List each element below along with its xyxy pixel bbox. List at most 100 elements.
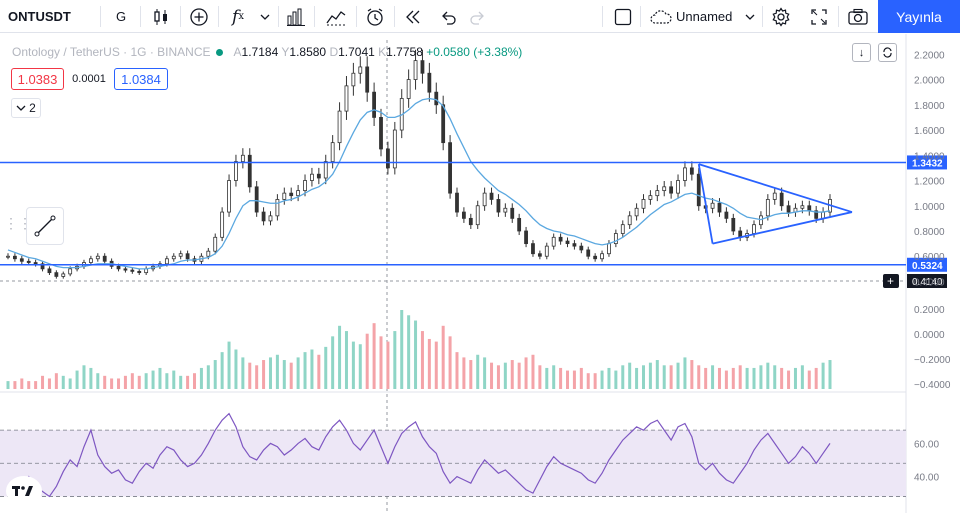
level-label-box xyxy=(907,155,947,170)
volume-bar xyxy=(773,365,777,389)
volume-bar xyxy=(531,354,535,389)
candle-body xyxy=(627,215,632,226)
candle-body xyxy=(406,79,411,99)
layout-name[interactable]: Unnamed xyxy=(676,9,733,24)
sell-button[interactable]: 1.0383 xyxy=(11,68,64,90)
indicators-count: 2 xyxy=(29,101,36,115)
volume-pane xyxy=(6,310,832,389)
volume-bar xyxy=(711,365,715,389)
legend-symbol-name[interactable]: Ontology / TetherUS · 1G · BINANCE xyxy=(12,45,211,59)
volume-bar xyxy=(344,331,348,389)
candle-body xyxy=(434,91,439,106)
volume-bar xyxy=(745,367,749,389)
toolbar-divider xyxy=(602,6,603,27)
candle-body xyxy=(510,207,515,219)
volume-bar xyxy=(648,362,652,389)
volume-bar xyxy=(6,381,10,389)
alert-icon[interactable] xyxy=(362,0,388,33)
volume-bar xyxy=(545,367,549,389)
legend-open-label: A xyxy=(233,45,242,59)
trend-line-tool[interactable] xyxy=(26,207,64,245)
candle-body xyxy=(544,245,549,257)
interval-button[interactable]: G xyxy=(115,9,127,24)
volume-bar xyxy=(655,360,659,389)
templates-icon[interactable] xyxy=(322,0,350,33)
candle-body xyxy=(213,236,218,252)
volume-bar xyxy=(414,320,418,389)
volume-bar xyxy=(814,367,818,389)
fullscreen-icon[interactable] xyxy=(806,0,832,33)
price-chart[interactable]: 1.3432 0.5324 0.4140 + 2.2000 2.0000 1.8000 1.… xyxy=(0,34,960,513)
rsi-pane xyxy=(0,412,906,498)
level-label: 0.5324 xyxy=(912,261,943,272)
volume-bar xyxy=(752,367,756,389)
candle-body xyxy=(185,253,190,260)
volume-bar xyxy=(96,373,100,389)
candle-body xyxy=(102,255,107,262)
candle-body xyxy=(586,249,591,257)
volume-bar xyxy=(303,352,307,389)
add-indicator-icon[interactable] xyxy=(186,0,212,33)
chevron-down-icon[interactable] xyxy=(742,0,758,33)
indicators-toggle[interactable]: 2 xyxy=(11,98,41,118)
candle-body xyxy=(40,263,45,270)
replay-icon[interactable] xyxy=(400,0,426,33)
volume-bar xyxy=(255,365,259,389)
volume-tick-label: −0.4000 xyxy=(914,380,951,391)
volume-bar xyxy=(434,341,438,389)
rsi-line xyxy=(7,412,831,498)
candle-body xyxy=(724,211,729,219)
settings-icon[interactable] xyxy=(768,0,794,33)
volume-bar xyxy=(137,375,141,389)
price-candles xyxy=(6,49,832,279)
candle-body xyxy=(420,60,425,74)
chevron-down-icon[interactable] xyxy=(256,0,274,33)
scroll-down-icon[interactable]: ↓ xyxy=(852,43,871,62)
candle-body xyxy=(13,255,17,260)
cloud-icon[interactable] xyxy=(648,0,674,33)
candle-body xyxy=(171,255,176,260)
volume-bar xyxy=(420,331,424,389)
volume-bar xyxy=(676,362,680,389)
publish-button[interactable]: Yayınla xyxy=(878,0,960,33)
candle-body xyxy=(33,262,38,265)
candle-body xyxy=(607,243,611,255)
undo-icon[interactable] xyxy=(436,0,460,33)
chart-legend: Ontology / TetherUS · 1G · BINANCE A1.71… xyxy=(12,45,522,59)
volume-bar xyxy=(517,362,521,389)
candle-body xyxy=(54,272,59,277)
candle-body xyxy=(593,255,598,260)
volume-bar xyxy=(13,381,17,389)
reset-chart-icon[interactable] xyxy=(878,43,897,62)
candle-body xyxy=(800,205,805,209)
volume-bar xyxy=(151,370,155,389)
volume-bar xyxy=(41,375,45,389)
candle-body xyxy=(641,199,646,209)
buy-button[interactable]: 1.0384 xyxy=(114,68,168,90)
candle-body xyxy=(178,253,183,257)
candle-body xyxy=(351,72,356,87)
layout-icon[interactable] xyxy=(610,0,636,33)
toolbar-divider xyxy=(278,6,279,27)
volume-bar xyxy=(117,378,121,389)
volume-bar xyxy=(510,360,514,389)
drag-handle-icon[interactable]: ⋮⋮ xyxy=(4,215,32,231)
volume-bar xyxy=(172,370,176,389)
volume-bar xyxy=(579,367,583,389)
redo-icon[interactable] xyxy=(466,0,490,33)
volume-bar xyxy=(386,341,390,389)
volume-bar xyxy=(821,362,825,389)
volume-bar xyxy=(724,370,728,389)
volume-bar xyxy=(448,336,452,389)
symbol-search[interactable]: ONTUSDT xyxy=(8,9,71,24)
volume-tick-label: 0.2000 xyxy=(914,305,945,316)
candle-body xyxy=(448,142,452,194)
candle-body xyxy=(696,173,701,207)
toolbar-divider xyxy=(838,6,839,27)
candles-icon[interactable] xyxy=(148,0,174,33)
bar-chart-icon[interactable] xyxy=(284,0,308,33)
volume-bar xyxy=(462,357,466,389)
price-tick-label: 1.8000 xyxy=(914,101,945,112)
camera-icon[interactable] xyxy=(844,0,872,33)
